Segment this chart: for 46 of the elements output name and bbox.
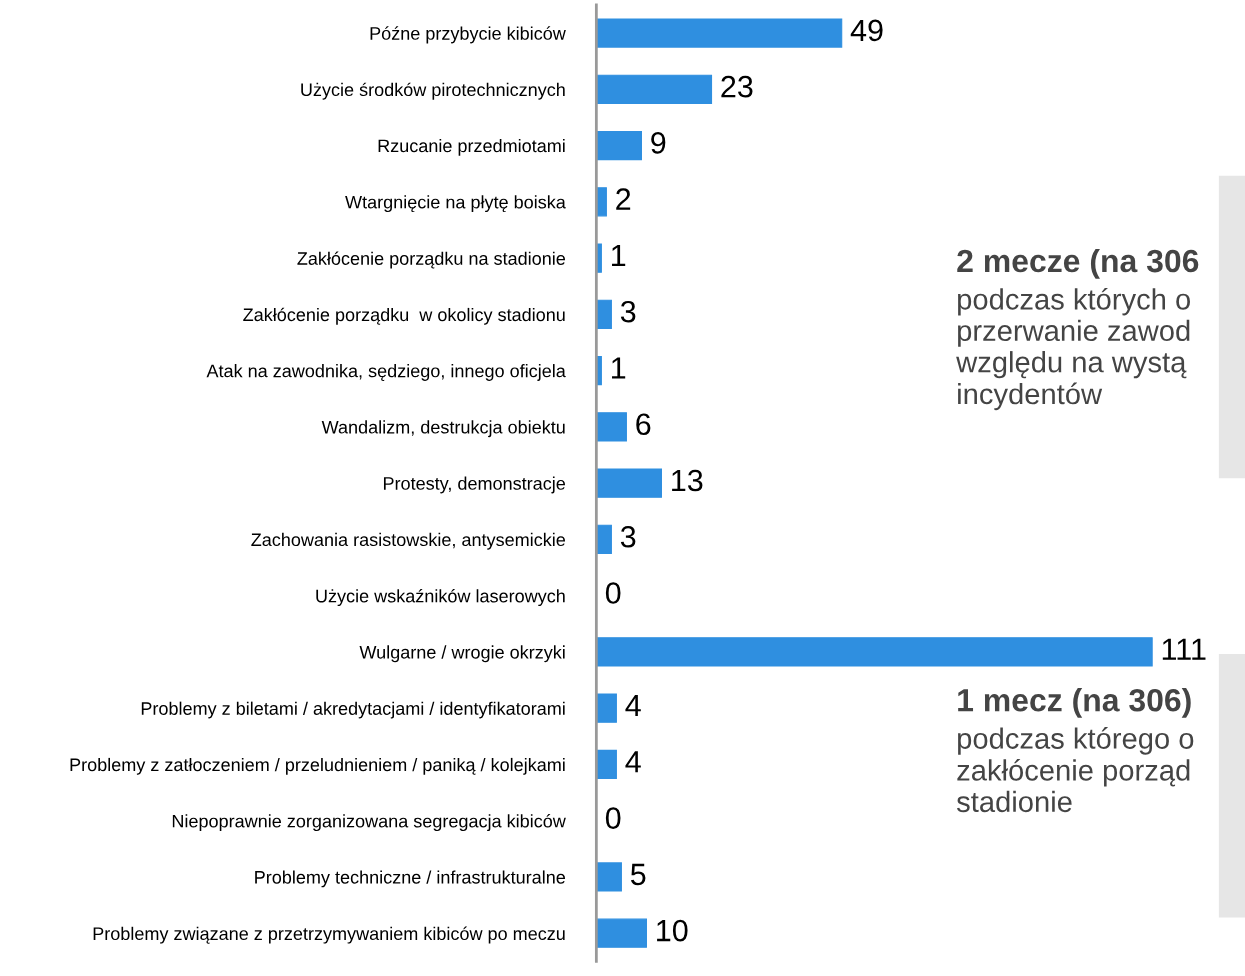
y-tick-label: Późne przybycie kibiców [370,26,566,44]
data-label: 49 [850,19,883,42]
data-label: 111 [1162,638,1206,660]
y-tick-label: Problemy związane z przetrzymywaniem kibiców po meczu [93,926,565,944]
data-label: 5 [630,863,646,886]
annotation: 2 mecze (na 306 podczas których o przerwanie zawod względu na wystą incydentów [956,248,1199,411]
bar [596,412,627,442]
y-tick-label: Atak na zawodnika, sędziego, innego oficjela [206,364,566,381]
bar [596,18,843,48]
data-label: 4 [625,695,641,717]
y-tick-label: Protesty, demonstracje [383,476,566,494]
y-tick-label: Zakłócenie porządku na stadionie [297,251,566,269]
bar [596,693,617,723]
data-label: 9 [651,132,666,154]
y-tick-label: Wtargnięcie na płytę boiska [345,195,566,213]
bar [596,749,617,780]
y-tick-label: Użycie środków pirotechnicznych [301,82,565,100]
y-tick-label: Niepoprawnie zorganizowana segregacja kibiców [172,814,566,832]
data-label: 1 [612,244,626,266]
y-tick-label: Wulgarne / wrogie okrzyki [359,645,565,663]
data-label: 6 [636,413,651,436]
bar [596,918,647,948]
y-tick-label: Zakłócenie porządku w okolicy stadionu [243,307,565,325]
data-label: 23 [721,75,753,98]
data-label: 0 [605,807,621,829]
annotation: 1 mecz (na 306) podczas którego o zakłócenie porząd stadionie [956,688,1194,813]
y-tick-label: Zachowania rasistowskie, antysemickie [251,532,566,550]
bar [596,862,622,892]
data-label: 10 [657,919,688,942]
y-tick-label: Problemy z zatłoczeniem / przeludnieniem / paniką / kolejkami [70,757,565,775]
y-tick-label: Użycie wskaźników laserowych [316,589,565,607]
y-tick-label: Rzucanie przedmiotami [378,139,565,156]
data-label: 3 [620,300,636,323]
y-tick-label: Problemy z biletami / akredytacjami / identyfikatorami [141,701,565,719]
data-label: 2 [616,188,631,210]
data-label: 3 [620,525,636,548]
bar [596,74,713,104]
bar [596,468,663,498]
data-label: 1 [612,357,626,379]
data-label: 0 [605,582,621,604]
y-tick-label: Wandalizm, destrukcja obiektu [321,420,565,438]
bar [596,130,642,161]
data-label: 4 [625,751,641,773]
data-label: 13 [672,469,703,492]
y-tick-label: Problemy techniczne / infrastrukturalne [255,870,566,888]
bar [596,637,1153,667]
